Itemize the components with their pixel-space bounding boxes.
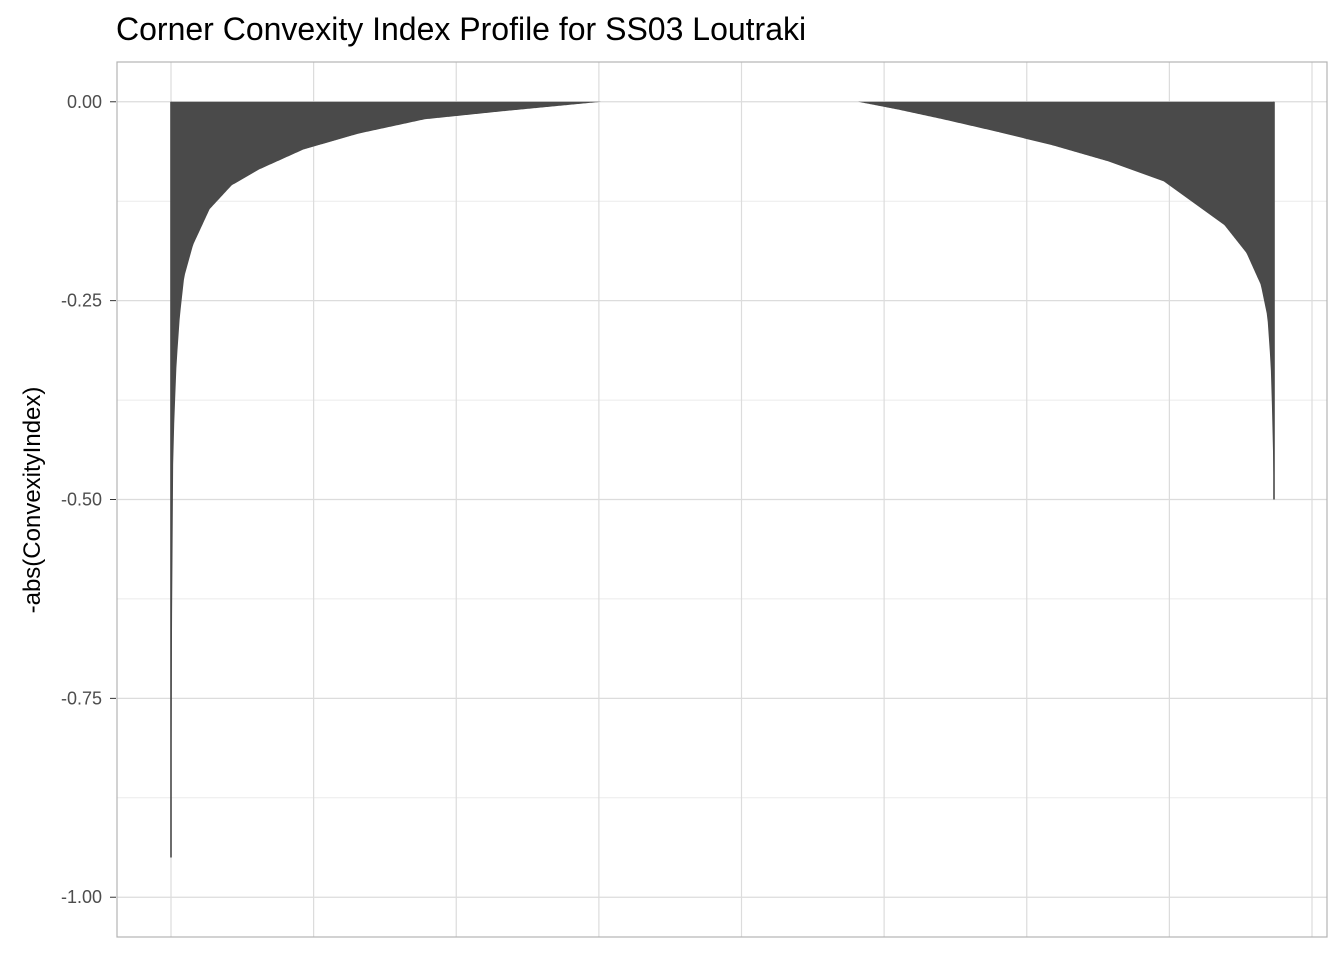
bar-profile-right-increasing [858,101,1274,500]
y-axis-ticks: 0.00 -0.25 -0.50 -0.75 -1.00 [61,92,116,907]
y-axis-label: -abs(ConvexityIndex) [19,387,46,614]
grid [117,62,1327,937]
y-tick-label: -0.75 [61,688,102,708]
y-tick-label: 0.00 [67,92,102,112]
bars [170,101,1275,858]
y-tick-label: -0.25 [61,291,102,311]
y-tick-label: -1.00 [61,887,102,907]
chart-title: Corner Convexity Index Profile for SS03 … [116,11,806,47]
bar-profile-left-decreasing [171,101,602,858]
panel-border [116,61,1328,938]
y-tick-label: -0.50 [61,490,102,510]
